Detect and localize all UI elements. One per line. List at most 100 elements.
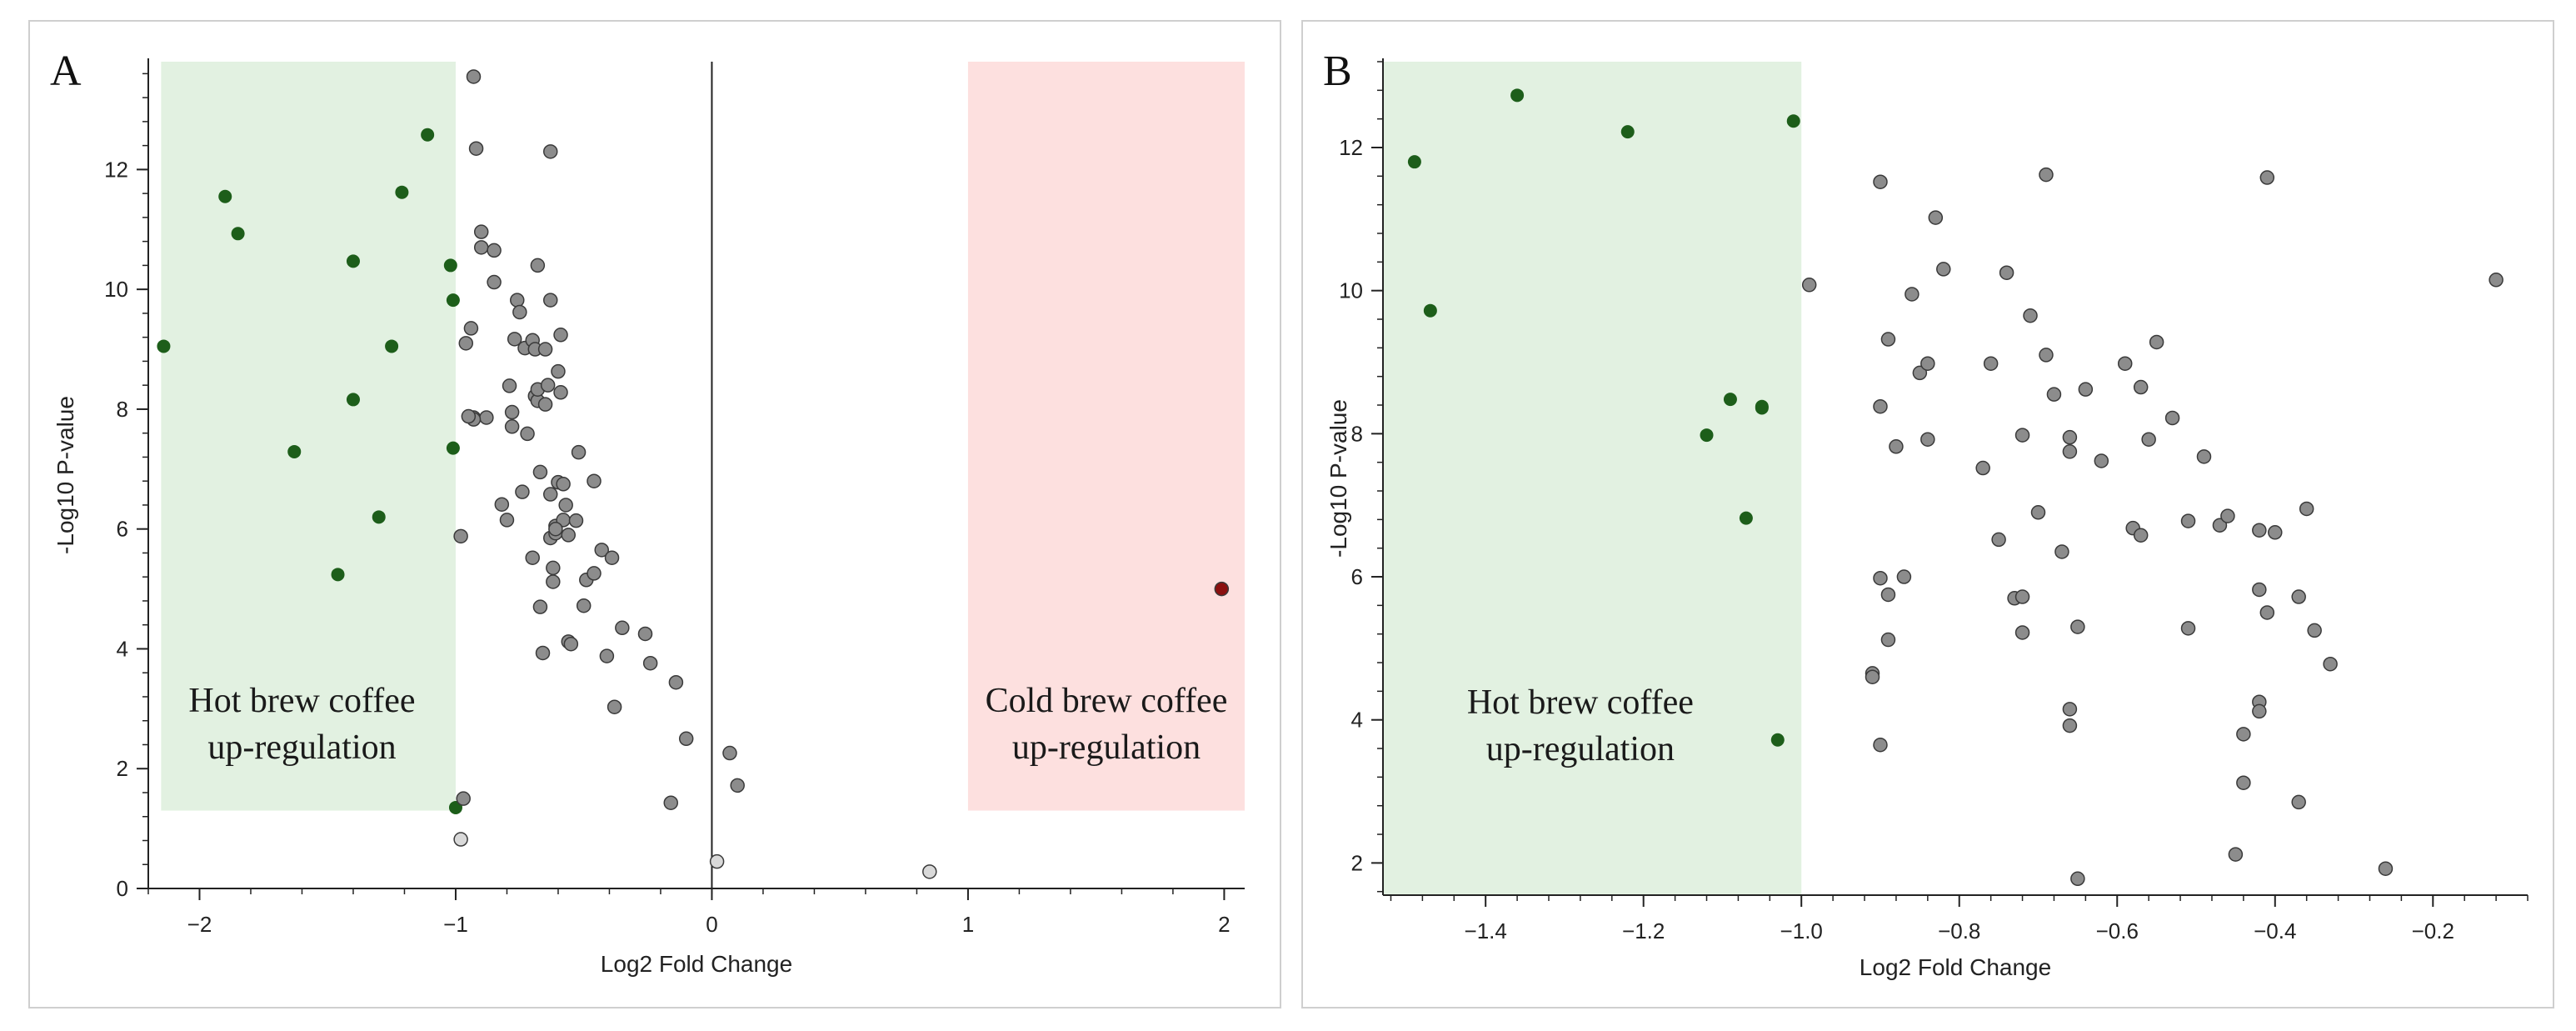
hot-region-label: up-regulation [207,728,396,767]
near-zero-point [453,832,468,847]
cold-up-point [1214,581,1230,597]
y-tick-label: 10 [1339,278,1363,303]
near-zero-point [922,864,937,879]
not-significant-point [540,378,556,393]
hot-up-point [331,568,345,582]
points-layer [157,69,1230,879]
hot-up-point [1620,125,1635,139]
regions-layer: Hot brew coffee up-regulation Cold brew co… [161,62,1245,811]
not-significant-point [1999,265,2014,280]
not-significant-point [556,477,571,492]
hot-up-point [395,185,409,199]
not-significant-point [2046,387,2062,402]
not-significant-point [663,795,679,810]
not-significant-point [2054,544,2069,559]
not-significant-point [2268,525,2283,540]
not-significant-point [553,385,568,400]
not-significant-point [487,274,502,290]
y-tick-label: 0 [117,876,128,901]
not-significant-point [2323,656,2338,672]
not-significant-point [2252,582,2267,598]
x-tick-label: −0.6 [2096,918,2139,943]
not-significant-point [587,566,602,581]
not-significant-point [558,498,573,513]
not-significant-point [473,240,489,255]
not-significant-point [1991,532,2006,548]
not-significant-point [532,599,548,614]
panel-letter: A [50,48,82,95]
not-significant-point [1920,356,1935,371]
hot-up-point [1510,88,1525,103]
not-significant-point [1880,332,1896,347]
not-significant-point [2141,432,2156,447]
not-significant-point [532,464,548,480]
panel-b: Hot brew coffee up-regulation −1.4 −1.2 −1.… [1301,20,2554,1008]
not-significant-point [2149,334,2164,350]
not-significant-point [2307,623,2322,638]
not-significant-point [1889,439,1904,454]
not-significant-point [487,243,502,258]
not-significant-point [1975,460,1990,476]
not-significant-point [561,528,577,543]
hot-region-label: up-regulation [1486,730,1675,768]
not-significant-point [504,419,520,434]
not-significant-point [1920,432,1935,447]
hot-up-point [385,339,399,353]
not-significant-point [2291,589,2306,604]
not-significant-point [2180,621,2196,636]
not-significant-point [642,655,658,671]
not-significant-point [637,626,653,642]
not-significant-point [1865,669,1880,684]
not-significant-point [722,745,737,761]
y-tick-label: 2 [1351,850,1363,875]
not-significant-point [2070,619,2085,634]
not-significant-point [551,363,566,379]
not-significant-point [2236,727,2251,742]
not-significant-point [546,574,561,589]
not-significant-point [2014,625,2030,640]
not-significant-point [512,304,527,320]
not-significant-point [458,336,474,351]
not-significant-point [1873,737,1888,753]
not-significant-point [2220,508,2235,523]
not-significant-point [453,528,468,544]
not-significant-point [537,397,553,412]
y-tick-label: 8 [117,397,128,422]
y-tick-label: 4 [117,636,128,661]
not-significant-point [2252,523,2267,538]
hot-up-point [1786,114,1800,128]
not-significant-point [2062,718,2078,733]
not-significant-point [1928,210,1944,225]
not-significant-point [2378,861,2394,876]
not-significant-point [2212,518,2228,533]
hot-up-point [287,444,302,458]
not-significant-point [2133,528,2149,543]
not-significant-point [473,224,489,239]
x-tick-label: −0.2 [2412,918,2454,943]
x-tick-label: −1.0 [1780,918,1823,943]
hot-up-point [421,128,435,142]
not-significant-point [507,332,522,347]
x-tick-label: 0 [706,912,717,937]
not-significant-point [461,408,477,424]
not-significant-point [463,321,479,336]
not-significant-point [2030,505,2046,520]
not-significant-point [571,444,587,460]
y-axis-label: -Log10 P-value [1325,399,1351,558]
not-significant-point [730,778,745,793]
hot-up-point [1700,428,1714,443]
y-tick-label: 12 [1339,135,1363,160]
hot-region-label: Hot brew coffee [188,682,415,720]
not-significant-point [1983,356,1999,371]
not-significant-point [520,426,535,442]
hot-up-point [1770,733,1785,747]
not-significant-point [1873,174,1888,189]
not-significant-point [542,487,558,502]
not-significant-point [1801,278,1817,293]
hot-up-point [231,227,245,241]
regions-layer: Hot brew coffee up-regulation [1383,62,1802,895]
not-significant-point [2259,170,2275,185]
panel-letter: B [1323,48,1352,95]
